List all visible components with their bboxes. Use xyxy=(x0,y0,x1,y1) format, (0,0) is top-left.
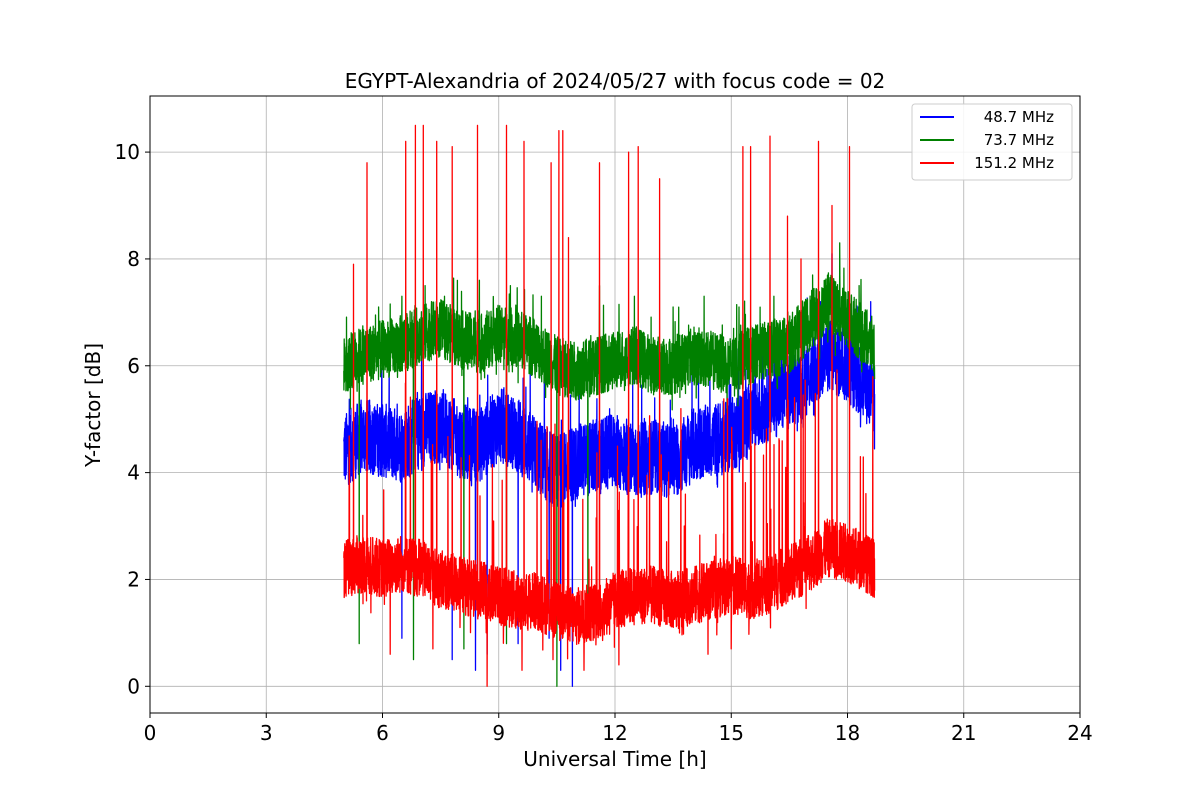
x-tick-label: 12 xyxy=(602,721,627,745)
y-tick-label: 2 xyxy=(127,567,140,591)
series-line-2 xyxy=(343,242,876,687)
x-tick-label: 0 xyxy=(144,721,157,745)
x-tick-label: 18 xyxy=(835,721,860,745)
legend-label-1: 48.7 MHz xyxy=(984,108,1054,126)
y-tick-label: 0 xyxy=(127,674,140,698)
x-tick-label: 9 xyxy=(492,721,505,745)
x-axis-ticks: 0 3 6 9 12 15 18 21 24 xyxy=(144,713,1093,745)
series-line-3 xyxy=(343,124,876,687)
x-tick-label: 15 xyxy=(719,721,744,745)
y-tick-label: 8 xyxy=(127,247,140,271)
y-axis-ticks: 0 2 4 6 8 10 xyxy=(115,140,150,698)
y-tick-label: 10 xyxy=(115,140,140,164)
x-tick-label: 6 xyxy=(376,721,389,745)
legend-label-2: 73.7 MHz xyxy=(984,131,1054,149)
x-axis-label: Universal Time [h] xyxy=(523,747,706,771)
x-tick-label: 24 xyxy=(1067,721,1092,745)
chart-title: EGYPT-Alexandria of 2024/05/27 with focu… xyxy=(345,69,886,93)
y-axis-label: Y-factor [dB] xyxy=(81,343,105,468)
plot-series xyxy=(343,124,876,687)
x-tick-label: 21 xyxy=(951,721,976,745)
y-tick-label: 4 xyxy=(127,461,140,485)
legend-box xyxy=(911,103,1073,181)
x-tick-label: 3 xyxy=(260,721,273,745)
y-tick-label: 6 xyxy=(127,354,140,378)
legend-label-3: 151.2 MHz xyxy=(974,154,1054,172)
legend: 48.7 MHz 73.7 MHz 151.2 MHz xyxy=(911,103,1073,181)
